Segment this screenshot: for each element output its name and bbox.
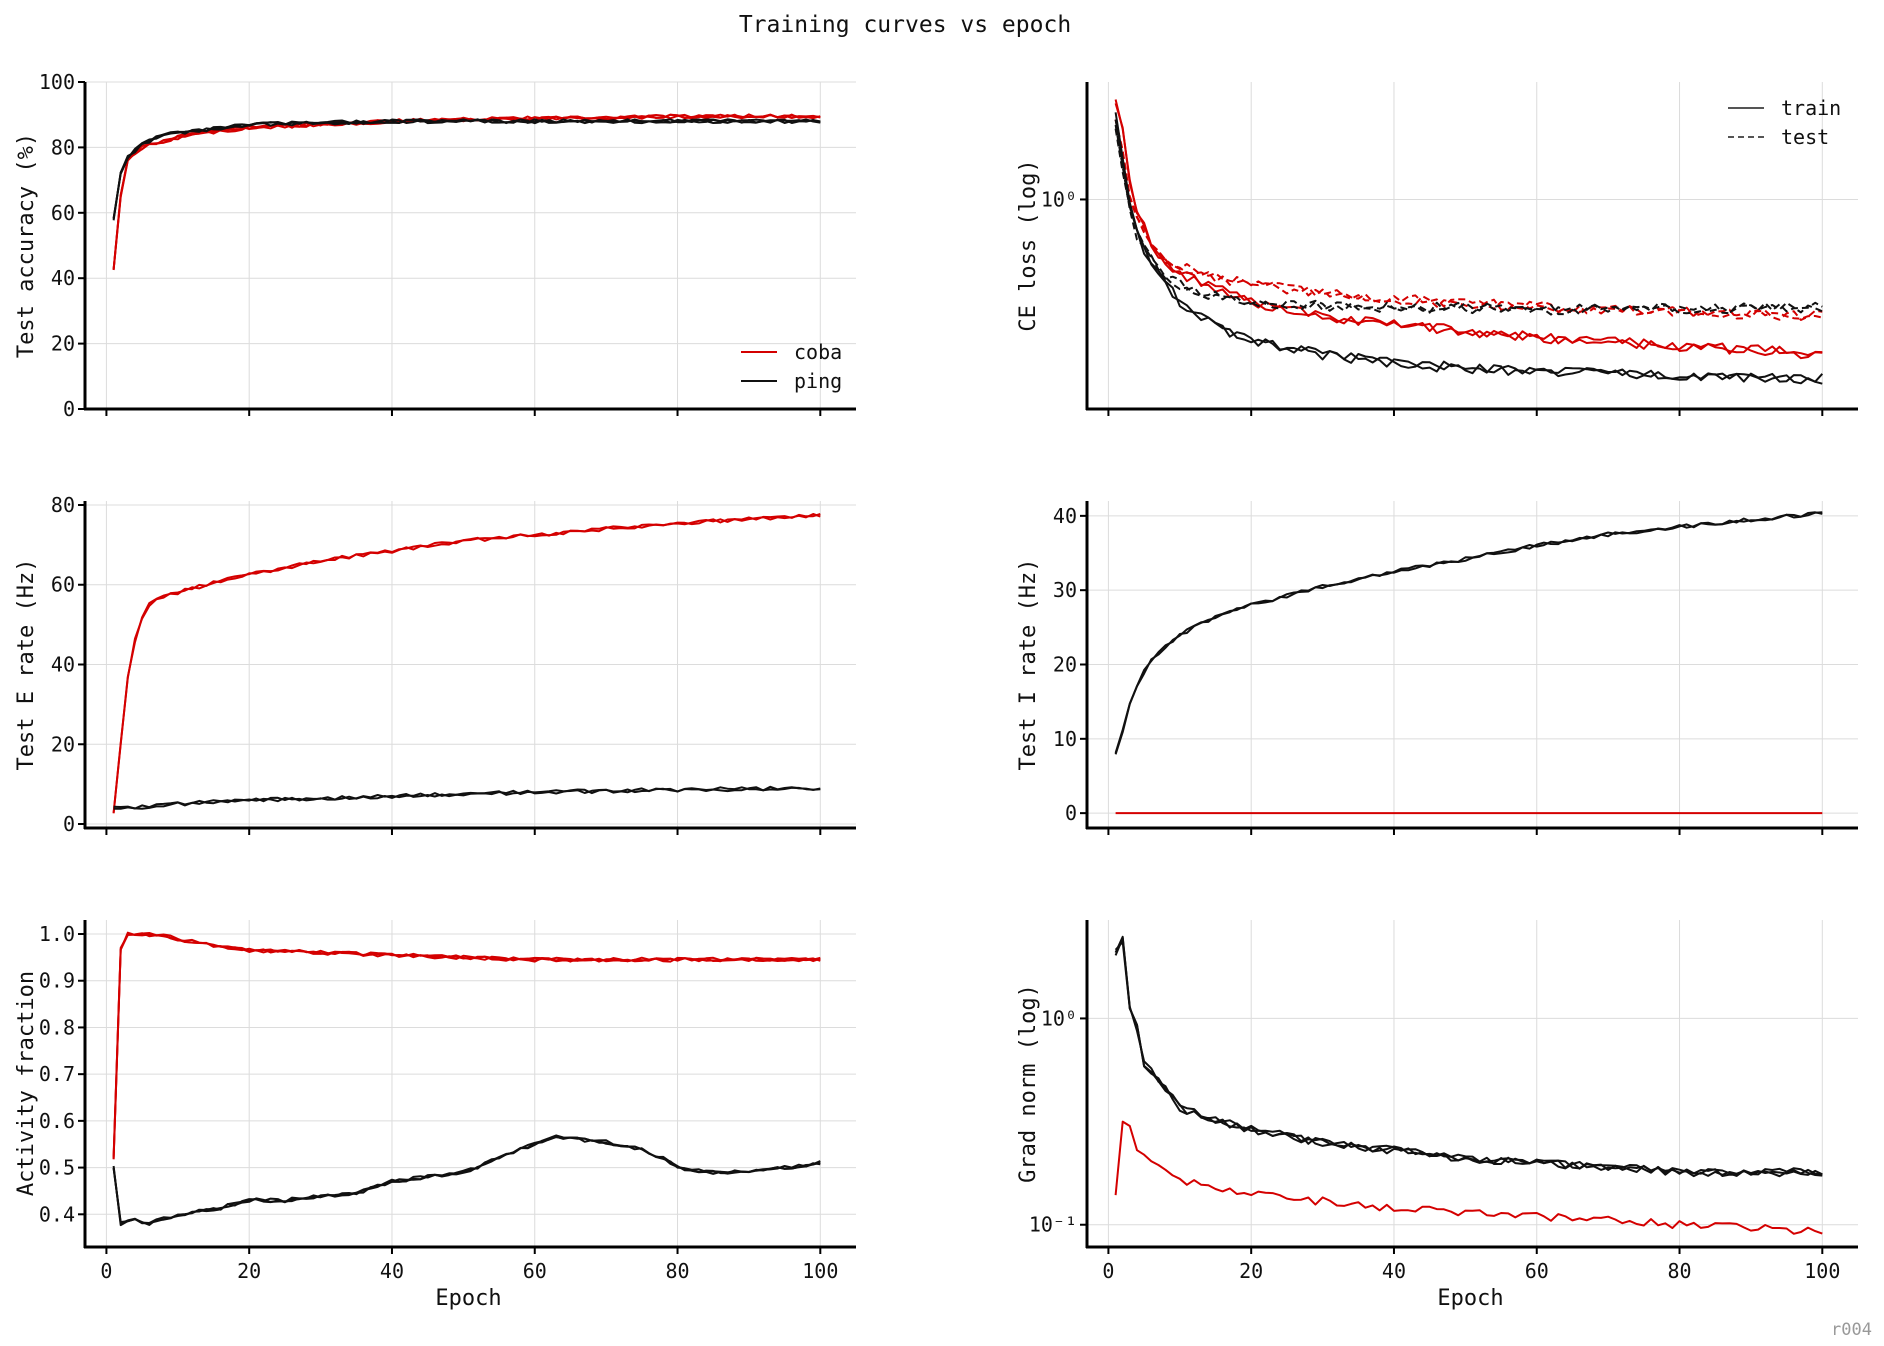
y-tick-label: 40 <box>51 653 75 677</box>
x-axis-label: Epoch <box>435 1286 501 1311</box>
series-line-coba-solid-run1 <box>112 513 821 813</box>
series-line-coba-solid-run1 <box>1114 1120 1823 1235</box>
y-tick-label: 0.7 <box>39 1062 75 1086</box>
legend-label-ping: ping <box>794 369 842 393</box>
series-line-coba-solid-run1 <box>112 932 821 1159</box>
x-tick-label: 0 <box>1102 1259 1114 1283</box>
x-axis-label: Epoch <box>1437 1286 1503 1311</box>
series-line-coba-solid-run1 <box>1114 103 1823 360</box>
y-tick-label: 80 <box>51 135 75 159</box>
series-line-coba-solid-run2 <box>112 113 821 271</box>
x-tick-label: 20 <box>237 1259 261 1283</box>
y-tick-label: 10⁰ <box>1041 1006 1077 1030</box>
figure-title: Training curves vs epoch <box>739 12 1071 38</box>
y-tick-label: 20 <box>1053 653 1077 677</box>
y-tick-label: 30 <box>1053 578 1077 602</box>
y-axis-label: Activity fraction <box>14 971 39 1196</box>
series-line-ping-solid-run3 <box>1114 937 1823 1177</box>
y-tick-label: 60 <box>51 201 75 225</box>
series-line-ping-solid-run1 <box>112 118 821 221</box>
y-tick-label: 80 <box>51 493 75 517</box>
series-line-ping-solid-run1 <box>112 1134 821 1226</box>
y-tick-label: 10 <box>1053 727 1077 751</box>
legend-label-coba: coba <box>794 340 842 364</box>
y-tick-label: 20 <box>51 732 75 756</box>
series-line-coba-dashed-run2 <box>1114 119 1823 320</box>
series-line-ping-solid-run2 <box>1114 511 1823 754</box>
legend: coba ping <box>741 340 842 393</box>
series-line-ping-solid-run1 <box>1114 119 1823 385</box>
x-tick-label: 80 <box>1667 1259 1691 1283</box>
legend: train test <box>1728 96 1841 149</box>
series-line-ping-solid-run2 <box>1114 941 1823 1178</box>
legend-label-test: test <box>1781 125 1829 149</box>
panel-activity: 0 20 40 60 80 100 0.4 0.5 0.6 0.7 0.8 0.9 1.0 Activit… <box>14 920 856 1311</box>
x-tick-label: 100 <box>1804 1259 1840 1283</box>
y-tick-label: 0 <box>1065 801 1077 825</box>
y-tick-label: 40 <box>51 266 75 290</box>
y-tick-label: 20 <box>51 332 75 356</box>
y-axis-label: Test E rate (Hz) <box>14 559 39 771</box>
x-tick-label: 60 <box>1525 1259 1549 1283</box>
series-line-ping-solid-run2 <box>112 118 821 219</box>
y-tick-label: 1.0 <box>39 922 75 946</box>
series-line-ping-solid-run3 <box>112 118 821 219</box>
y-tick-label: 0 <box>63 812 75 836</box>
series-line-ping-dashed-run2 <box>1114 124 1823 316</box>
series-line-ping-solid-run1 <box>1114 511 1823 755</box>
x-tick-label: 20 <box>1239 1259 1263 1283</box>
y-tick-label: 10⁰ <box>1041 187 1077 211</box>
series-line-ping-solid-run1 <box>1114 935 1823 1178</box>
series-line-ping-solid-run2 <box>112 1135 821 1227</box>
panel-erate: 0 20 40 60 80 Test E rate (Hz) <box>14 493 856 836</box>
series-line-coba-solid-run2 <box>112 931 821 1160</box>
legend-label-train: train <box>1781 96 1841 120</box>
y-tick-label: 0 <box>63 397 75 421</box>
y-axis-label: CE loss (log) <box>1016 159 1041 331</box>
series-line-coba-solid-run3 <box>112 113 821 270</box>
y-axis-label: Test accuracy (%) <box>14 133 39 358</box>
x-tick-label: 40 <box>380 1259 404 1283</box>
x-tick-label: 40 <box>1382 1259 1406 1283</box>
footer-label: r004 <box>1831 1320 1872 1340</box>
y-tick-label: 60 <box>51 573 75 597</box>
panel-irate: 0 10 20 30 40 Test I rate (Hz) <box>1016 501 1858 835</box>
y-tick-label: 40 <box>1053 504 1077 528</box>
y-axis-label: Test I rate (Hz) <box>1016 559 1041 771</box>
y-tick-label: 10⁻¹ <box>1029 1213 1077 1237</box>
y-tick-label: 0.5 <box>39 1156 75 1180</box>
y-tick-label: 0.9 <box>39 969 75 993</box>
x-tick-label: 80 <box>665 1259 689 1283</box>
x-tick-label: 0 <box>100 1259 112 1283</box>
y-tick-label: 0.8 <box>39 1015 75 1039</box>
series-line-coba-solid-run2 <box>112 513 821 814</box>
panel-accuracy: 0 20 40 60 80 100 Test accuracy (%) coba ping <box>14 70 856 421</box>
y-tick-label: 0.4 <box>39 1202 75 1226</box>
x-tick-label: 60 <box>523 1259 547 1283</box>
series-line-ping-solid-run3 <box>112 1136 821 1225</box>
series-line-coba-solid-run1 <box>112 113 821 270</box>
y-axis-label: Grad norm (log) <box>1016 984 1041 1183</box>
series-line-ping-solid-run2 <box>113 785 821 810</box>
series-line-coba-solid-run3 <box>112 932 821 1157</box>
series-line-ping-dashed-run1 <box>1114 128 1823 316</box>
x-tick-label: 100 <box>802 1259 838 1283</box>
y-tick-label: 0.6 <box>39 1109 75 1133</box>
series-line-ping-solid-run2 <box>1114 112 1824 383</box>
y-tick-label: 100 <box>39 70 75 94</box>
